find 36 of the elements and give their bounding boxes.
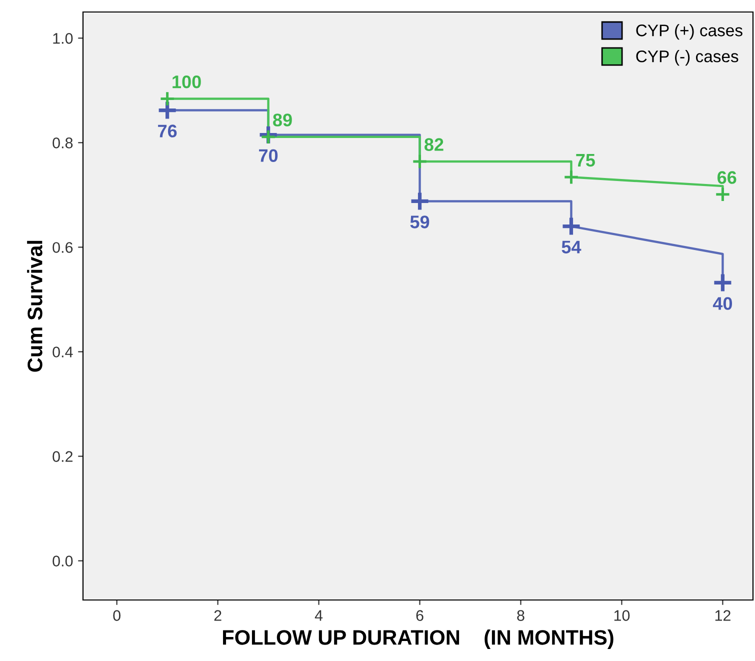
annotation: 40 xyxy=(712,297,732,310)
annotation: 54 xyxy=(562,240,582,254)
point xyxy=(260,129,276,145)
point xyxy=(157,100,178,121)
annotation: 89 xyxy=(273,114,292,126)
annotation: 66 xyxy=(717,171,736,184)
legend-label: CYP (+) cases xyxy=(636,24,742,40)
y-tick-label: 0.6 xyxy=(52,242,73,253)
x-tick-label: 12 xyxy=(715,610,730,621)
x-tick-label: 10 xyxy=(614,610,630,621)
point xyxy=(560,216,582,237)
x-tick-label: 0 xyxy=(113,610,120,621)
x-tick-label: 8 xyxy=(517,610,524,621)
annotation: 59 xyxy=(410,216,430,228)
point xyxy=(409,190,430,212)
y-axis-title: Cum Survival xyxy=(27,240,42,372)
x-tick-label: 2 xyxy=(214,610,222,621)
y-tick-label: 1.0 xyxy=(53,33,73,44)
annotation: 82 xyxy=(424,138,444,151)
point xyxy=(159,90,176,107)
x-tick-label: 4 xyxy=(314,610,323,621)
point xyxy=(412,154,428,170)
point xyxy=(563,169,580,185)
legend-label: CYP (-) cases xyxy=(636,50,738,66)
y-tick-label: 0.8 xyxy=(52,138,73,148)
annotation: 75 xyxy=(576,154,595,167)
point xyxy=(712,272,734,294)
y-tick-label: 0.2 xyxy=(52,451,73,462)
annotation: 100 xyxy=(172,75,201,88)
y-tick-label: 0.4 xyxy=(52,346,73,358)
x-tick-label: 6 xyxy=(416,610,424,621)
y-tick-label: 0.0 xyxy=(52,556,73,566)
point xyxy=(714,186,731,202)
x-axis-title: FOLLOW UP DURATION (IN MONTHS) xyxy=(223,630,614,649)
annotation: 70 xyxy=(259,149,278,162)
annotation: 76 xyxy=(158,124,177,138)
